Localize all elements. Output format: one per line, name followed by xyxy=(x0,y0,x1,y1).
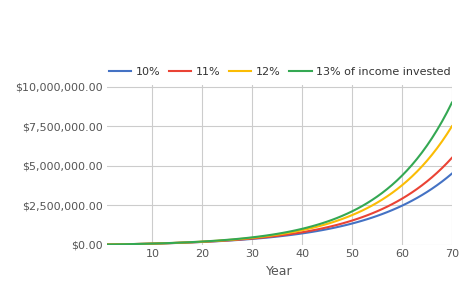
13% of income invested xyxy=(200,240,205,243)
11% xyxy=(310,229,315,232)
Line: 11%: 11% xyxy=(102,158,452,245)
10% xyxy=(200,240,205,244)
10% xyxy=(269,235,275,239)
Legend: 10%, 11%, 12%, 13% of income invested: 10%, 11%, 12%, 13% of income invested xyxy=(104,62,455,81)
Line: 12%: 12% xyxy=(102,126,452,245)
10% xyxy=(449,172,455,175)
12% xyxy=(310,226,315,230)
11% xyxy=(269,235,275,238)
12% xyxy=(429,153,435,156)
12% xyxy=(200,240,205,243)
12% xyxy=(109,243,115,246)
10% xyxy=(109,243,115,246)
X-axis label: Year: Year xyxy=(266,265,293,278)
12% xyxy=(229,238,235,241)
13% of income invested xyxy=(449,101,455,104)
12% xyxy=(100,243,105,246)
11% xyxy=(100,243,105,246)
13% of income invested xyxy=(429,136,435,140)
12% xyxy=(449,125,455,128)
12% xyxy=(269,234,275,237)
11% xyxy=(200,240,205,243)
13% of income invested xyxy=(100,243,105,246)
11% xyxy=(109,243,115,246)
10% xyxy=(310,230,315,234)
11% xyxy=(229,238,235,242)
13% of income invested xyxy=(310,224,315,228)
11% xyxy=(429,176,435,179)
Line: 10%: 10% xyxy=(102,173,452,245)
10% xyxy=(229,239,235,242)
10% xyxy=(429,187,435,190)
13% of income invested xyxy=(229,238,235,241)
13% of income invested xyxy=(109,243,115,246)
11% xyxy=(449,156,455,160)
10% xyxy=(100,243,105,246)
13% of income invested xyxy=(269,233,275,236)
Line: 13% of income invested: 13% of income invested xyxy=(102,103,452,245)
